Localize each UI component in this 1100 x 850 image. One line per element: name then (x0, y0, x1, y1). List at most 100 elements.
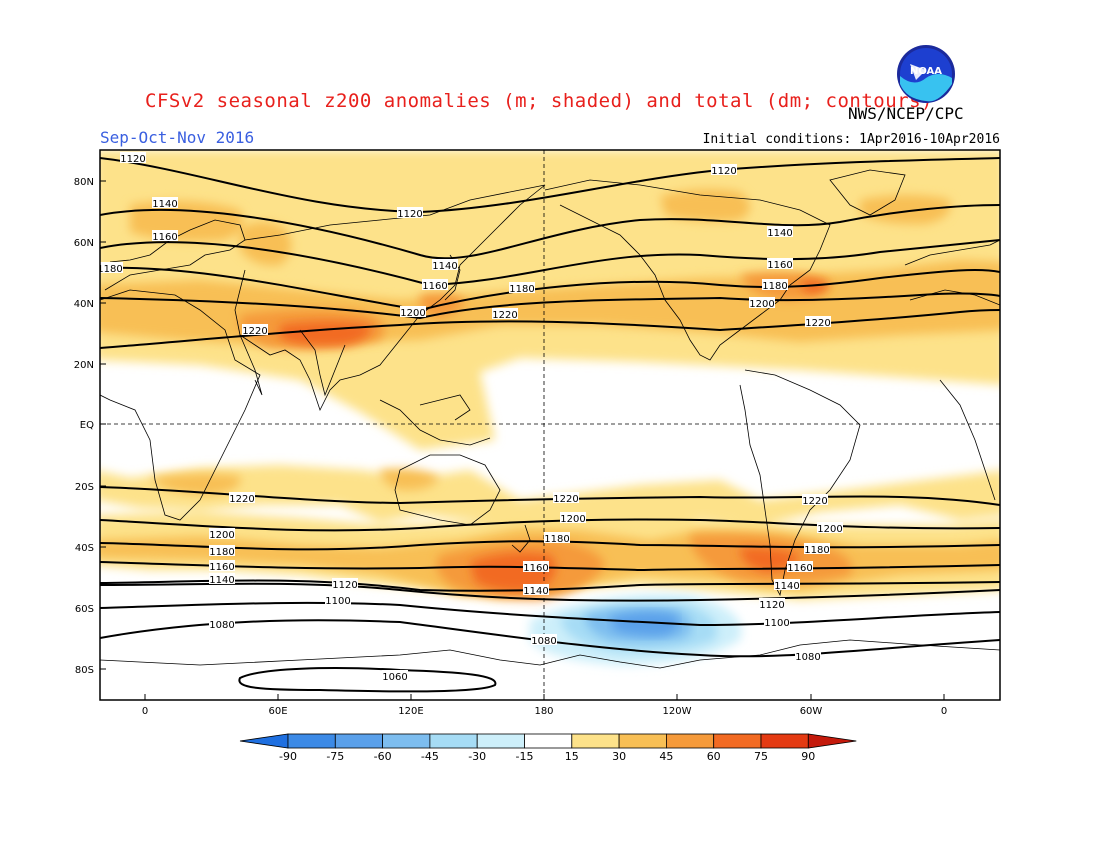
colorbar-swatch (618, 733, 667, 749)
contour-label-bg (209, 618, 235, 629)
contour-label-bg (209, 573, 235, 584)
colorbar-arrow-left (239, 733, 289, 749)
contour-label-bg (209, 545, 235, 556)
contour-label: 1160 (767, 260, 792, 271)
contour-label-bg (422, 279, 448, 290)
anomaly-shading: 1120 1120 1120 1140 1140 1140 1160 1160 1160 1180… (100, 150, 1000, 700)
initial-conditions-label: Initial conditions: 1Apr2016-10Apr2016 (702, 132, 1000, 147)
colorbar-swatch (524, 733, 573, 749)
colorbar-swatch (571, 733, 620, 749)
contour-label: 1220 (805, 318, 830, 329)
contour-label: 1120 (332, 580, 357, 591)
contour-label-bg (152, 197, 178, 208)
contour-label-bg (817, 522, 843, 533)
contour-label: 1060 (382, 672, 407, 683)
noaa-logo: NOAA (897, 45, 955, 103)
chart-title: CFSv2 seasonal z200 anomalies (m; shaded… (145, 90, 933, 112)
noaa-logo-text: NOAA (910, 66, 942, 77)
contour-label: 1220 (229, 494, 254, 505)
contour-1220-n (100, 309, 1000, 349)
contour-label-bg (767, 226, 793, 237)
lat-label: 40S (75, 543, 94, 554)
contour-label-bg (523, 561, 549, 572)
colorbar-label: -60 (374, 750, 392, 763)
contour-label: 1180 (544, 534, 569, 545)
contour-label-bg (397, 207, 423, 218)
contour-label: 1160 (209, 562, 234, 573)
colorbar-swatch (476, 733, 525, 749)
colorbar-swatch (429, 733, 478, 749)
colorbar-arrow-right (807, 733, 857, 749)
lat-label: 80S (75, 665, 94, 676)
lon-label: 0 (142, 706, 148, 717)
colorbar-label: -45 (421, 750, 439, 763)
contour-label: 1160 (422, 281, 447, 292)
contour-label-bg (432, 259, 458, 270)
contour-label: 1140 (774, 581, 799, 592)
contour-label: 1180 (762, 281, 787, 292)
contour-label: 1180 (509, 284, 534, 295)
contour-label-bg (774, 579, 800, 590)
contour-label-bg (762, 279, 788, 290)
contour-label-bg (523, 584, 549, 595)
contour-label-bg (802, 494, 828, 505)
contour-1160-n (100, 239, 1000, 287)
contour-label-bg (100, 262, 123, 273)
colorbar-swatch (666, 733, 715, 749)
contour-label: 1220 (553, 494, 578, 505)
lat-label: 20S (75, 482, 94, 493)
contour-label: 1220 (242, 326, 267, 337)
lat-label: 60S (75, 604, 94, 615)
contour-label-bg (759, 598, 785, 609)
contour-label: 1100 (764, 618, 789, 629)
contour-label: 1160 (152, 232, 177, 243)
contour-label-bg (492, 308, 518, 319)
contour-label: 1080 (209, 620, 234, 631)
contour-label-bg (531, 634, 557, 645)
contour-1140-n (100, 204, 1000, 260)
colorbar-label: 15 (565, 750, 579, 763)
colorbar-swatch (760, 733, 809, 749)
contour-label-bg (764, 616, 790, 627)
contour-label: 1200 (400, 308, 425, 319)
contour-label: 1140 (523, 586, 548, 597)
longitude-labels: 0 60E 120E 180 120W 60W 0 (142, 694, 947, 717)
contour-label: 1120 (711, 166, 736, 177)
contour-label-bg (209, 528, 235, 539)
lon-label: 180 (534, 706, 553, 717)
contour-1100-s (100, 601, 1000, 627)
lat-label: 60N (74, 238, 94, 249)
contour-label-bg (229, 492, 255, 503)
contour-label-bg (332, 578, 358, 589)
colorbar-label: 60 (707, 750, 721, 763)
contour-label: 1160 (523, 563, 548, 574)
contour-label-bg (325, 594, 351, 605)
contour-label-bg (242, 324, 268, 335)
contour-label-bg (804, 543, 830, 554)
latitude-labels: 80N 60N 40N 20N EQ 20S 40S 60S 80S (74, 177, 106, 676)
contour-label: 1140 (767, 228, 792, 239)
contour-label: 1100 (325, 596, 350, 607)
colorbar-swatch (713, 733, 762, 749)
contour-1120-s (100, 582, 1000, 602)
lon-label: 60W (800, 706, 823, 717)
contour-label: 1200 (209, 530, 234, 541)
season-label: Sep-Oct-Nov 2016 (100, 128, 255, 147)
contour-label: 1120 (120, 154, 145, 165)
colorbar-label: 30 (612, 750, 626, 763)
contour-label: 1220 (492, 310, 517, 321)
colorbar-label: -90 (279, 750, 297, 763)
lat-label: 40N (74, 299, 94, 310)
contour-label-bg (400, 306, 426, 317)
colorbar-label: 75 (754, 750, 768, 763)
contour-label-bg (805, 316, 831, 327)
contour-label: 1220 (802, 496, 827, 507)
contour-label-bg (382, 670, 408, 681)
contour-label-bg (544, 532, 570, 543)
contour-label: 1160 (787, 563, 812, 574)
contour-label: 1140 (152, 199, 177, 210)
contour-label: 1120 (397, 209, 422, 220)
contour-label-bg (795, 650, 821, 661)
contour-label-bg (509, 282, 535, 293)
